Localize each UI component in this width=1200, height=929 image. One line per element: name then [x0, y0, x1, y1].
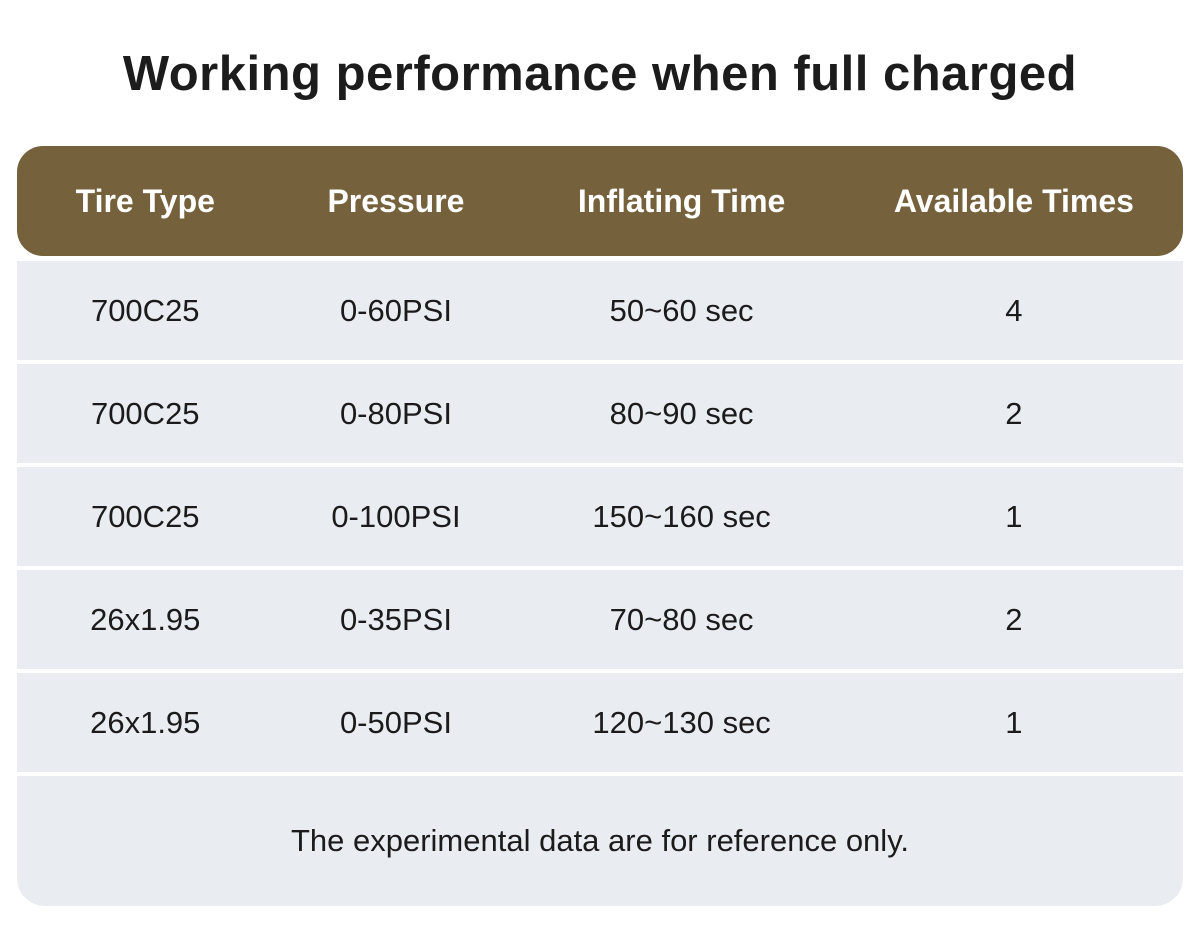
- table-row: 26x1.95 0-35PSI 70~80 sec 2: [17, 570, 1183, 669]
- tire-type-value: 700C25: [90, 292, 200, 328]
- pressure-value: 0-100PSI: [331, 498, 461, 534]
- table-footnote-panel: The experimental data are for reference …: [17, 776, 1183, 906]
- column-header-tire-type: Tire Type: [75, 182, 215, 219]
- page-title: Working performance when full charged: [122, 47, 1078, 101]
- available-times-value: 2: [1005, 395, 1023, 431]
- table-row: 700C25 0-80PSI 80~90 sec 2: [17, 364, 1183, 463]
- table-row: 700C25 0-60PSI 50~60 sec 4: [17, 261, 1183, 360]
- available-times-value: 2: [1005, 601, 1023, 637]
- performance-table: Tire Type Pressure Inflating Time Availa…: [17, 146, 1183, 906]
- available-times-value: 1: [1005, 498, 1023, 534]
- column-header-pressure: Pressure: [327, 182, 465, 219]
- pressure-value: 0-35PSI: [339, 601, 452, 637]
- inflating-time-value: 70~80 sec: [609, 601, 754, 637]
- footnote-text: The experimental data are for reference …: [290, 823, 910, 858]
- pressure-value: 0-80PSI: [339, 395, 452, 431]
- available-times-value: 4: [1005, 292, 1023, 328]
- tire-type-value: 26x1.95: [90, 601, 201, 637]
- table-row: 700C25 0-100PSI 150~160 sec 1: [17, 467, 1183, 566]
- pressure-value: 0-50PSI: [339, 704, 452, 740]
- inflating-time-value: 120~130 sec: [592, 704, 771, 740]
- column-header-available-times: Available Times: [893, 182, 1134, 219]
- column-header-inflating-time: Inflating Time: [577, 182, 786, 219]
- table-header-row: Tire Type Pressure Inflating Time Availa…: [17, 146, 1183, 256]
- pressure-value: 0-60PSI: [339, 292, 452, 328]
- inflating-time-value: 150~160 sec: [592, 498, 771, 534]
- inflating-time-value: 50~60 sec: [609, 292, 754, 328]
- inflating-time-value: 80~90 sec: [609, 395, 754, 431]
- tire-type-value: 700C25: [90, 498, 200, 534]
- tire-type-value: 26x1.95: [90, 704, 201, 740]
- table-row: 26x1.95 0-50PSI 120~130 sec 1: [17, 673, 1183, 772]
- available-times-value: 1: [1005, 704, 1023, 740]
- tire-type-value: 700C25: [90, 395, 200, 431]
